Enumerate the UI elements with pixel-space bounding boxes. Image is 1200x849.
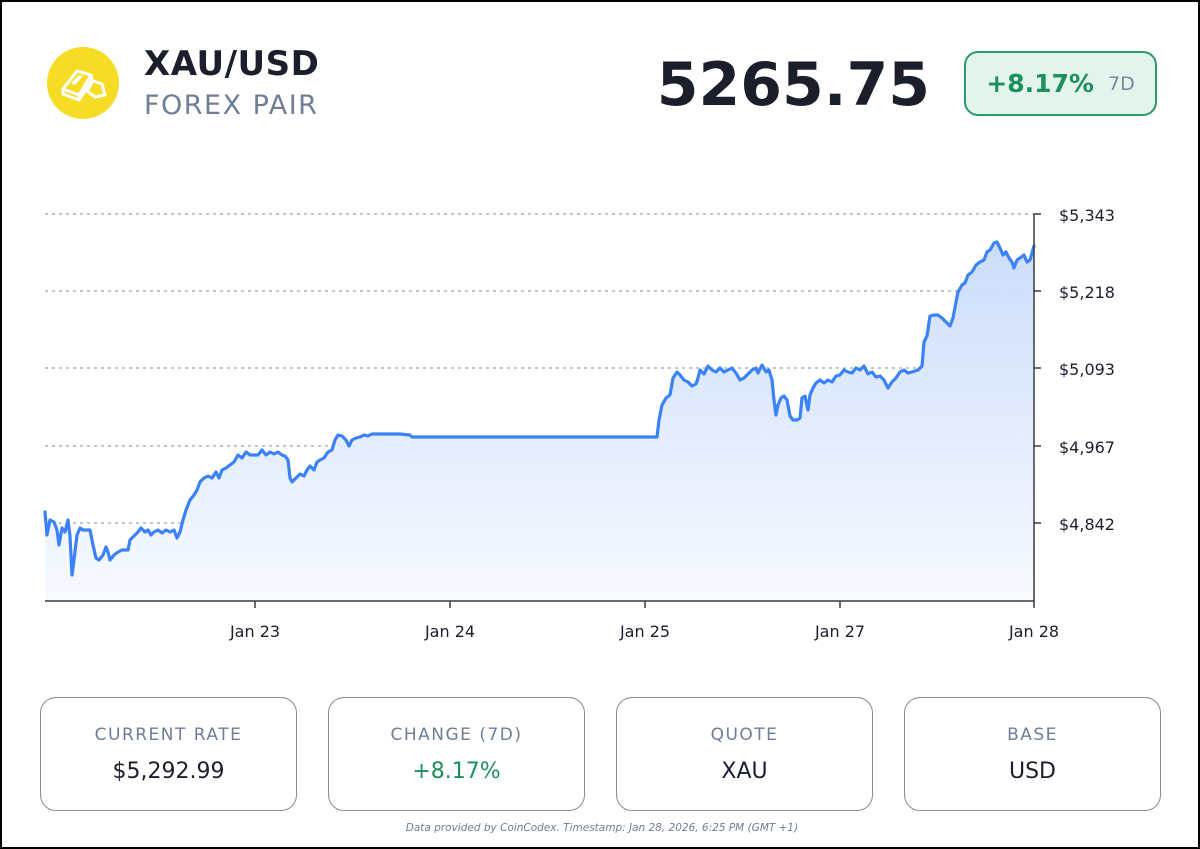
gold-bars-icon	[47, 47, 119, 119]
stat-label: BASE	[1007, 724, 1058, 745]
y-tick-label: $5,343	[1059, 206, 1115, 225]
y-tick-label: $4,842	[1059, 515, 1115, 534]
y-tick-label: $5,218	[1059, 283, 1115, 302]
change-period: 7D	[1107, 72, 1135, 95]
pair-title: XAU/USD	[144, 44, 320, 84]
stat-value: +8.17%	[412, 758, 501, 784]
x-tick-label: Jan 27	[814, 622, 866, 641]
current-price: 5265.75	[656, 50, 930, 120]
x-tick-label: Jan 28	[1008, 622, 1060, 641]
stat-card-change: CHANGE (7D) +8.17%	[328, 697, 585, 811]
stat-value: XAU	[721, 758, 768, 784]
change-percent: +8.17%	[986, 69, 1094, 98]
stat-label: CHANGE (7D)	[390, 724, 523, 745]
change-badge: +8.17% 7D	[964, 51, 1157, 116]
stat-label: QUOTE	[710, 724, 779, 745]
y-tick-label: $4,967	[1059, 438, 1115, 457]
footer-attribution: Data provided by CoinCodex. Timestamp: J…	[405, 822, 799, 834]
x-tick-label: Jan 24	[424, 622, 476, 641]
stat-card-quote: QUOTE XAU	[616, 697, 873, 811]
stat-card-current-rate: CURRENT RATE $5,292.99	[40, 697, 297, 811]
stat-value: USD	[1008, 758, 1056, 784]
stat-label: CURRENT RATE	[94, 724, 243, 745]
stat-card-base: BASE USD	[904, 697, 1161, 811]
price-area	[45, 242, 1034, 601]
x-tick-label: Jan 23	[229, 622, 281, 641]
y-tick-label: $5,093	[1059, 360, 1115, 379]
price-line	[43, 240, 1036, 577]
axes	[45, 213, 1041, 608]
stat-value: $5,292.99	[112, 758, 225, 784]
x-tick-label: Jan 25	[619, 622, 671, 641]
pair-subtitle: FOREX PAIR	[144, 90, 319, 121]
